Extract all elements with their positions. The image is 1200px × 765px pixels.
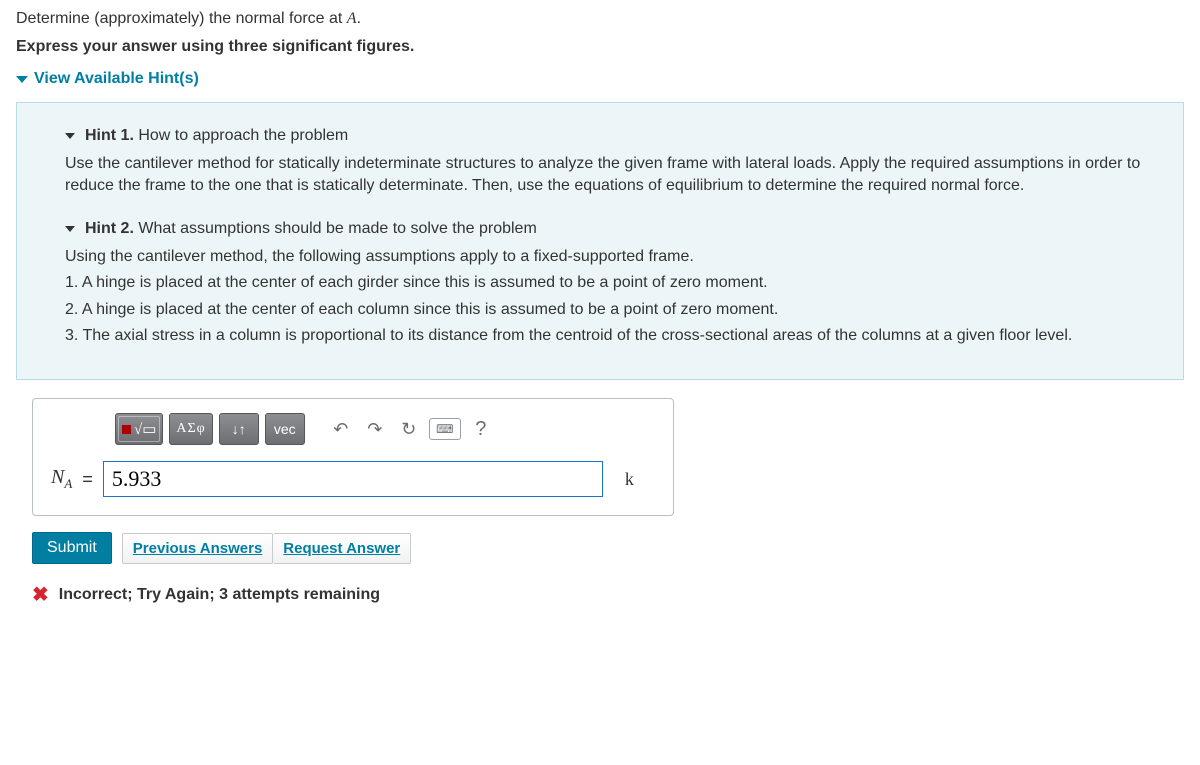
hints-toggle-label: View Available Hint(s)	[34, 70, 199, 88]
hints-toggle[interactable]: View Available Hint(s)	[16, 70, 1184, 88]
hint-2-header[interactable]: Hint 2. What assumptions should be made …	[65, 220, 1153, 238]
answer-unit: k	[625, 469, 634, 490]
prompt-line-1: Determine (approximately) the normal for…	[16, 10, 1184, 28]
answer-variable-label: NA	[51, 466, 72, 492]
answer-box: √▭ ΑΣφ ↓↑ vec ↶ ↷ ↻ ⌨ ? NA =	[32, 398, 674, 516]
submit-button[interactable]: Submit	[32, 532, 112, 564]
reset-button[interactable]: ↻	[395, 417, 423, 441]
equation-toolbar: √▭ ΑΣφ ↓↑ vec ↶ ↷ ↻ ⌨ ?	[33, 413, 673, 461]
stop-icon	[122, 425, 131, 434]
vector-button[interactable]: vec	[265, 413, 305, 445]
hint-2-title: What assumptions should be made to solve…	[138, 220, 536, 237]
equals-sign: =	[82, 469, 93, 490]
undo-icon: ↶	[333, 419, 348, 440]
hint-2-line-3: 3. The axial stress in a column is propo…	[65, 325, 1153, 347]
feedback-text: Incorrect; Try Again; 3 attempts remaini…	[59, 586, 380, 604]
keyboard-icon: ⌨	[436, 422, 453, 436]
keyboard-button[interactable]: ⌨	[429, 418, 461, 440]
hint-1-label: Hint 1.	[85, 127, 134, 144]
hint-1-title: How to approach the problem	[138, 127, 348, 144]
request-answer-button[interactable]: Request Answer	[273, 533, 411, 564]
hint-1-header[interactable]: Hint 1. How to approach the problem	[65, 127, 1153, 145]
templates-button[interactable]: √▭	[115, 413, 163, 445]
help-icon: ?	[475, 418, 486, 441]
actions-row: Submit Previous Answers Request Answer	[32, 532, 1184, 564]
caret-down-icon	[65, 226, 75, 232]
caret-down-icon	[16, 76, 28, 83]
answer-input[interactable]	[103, 461, 603, 497]
hint-1-text: Use the cantilever method for statically…	[65, 153, 1153, 198]
greek-label: ΑΣφ	[176, 421, 205, 437]
hint-1: Hint 1. How to approach the problem Use …	[65, 127, 1153, 198]
hint-2-line-1: 1. A hinge is placed at the center of ea…	[65, 272, 1153, 294]
hint-2-line-2: 2. A hinge is placed at the center of ea…	[65, 299, 1153, 321]
undo-button[interactable]: ↶	[327, 417, 355, 441]
help-button[interactable]: ?	[467, 417, 495, 441]
vec-label: vec	[274, 421, 296, 437]
prompt-text-post: .	[357, 10, 361, 27]
previous-answers-button[interactable]: Previous Answers	[122, 533, 274, 564]
hints-panel: Hint 1. How to approach the problem Use …	[16, 102, 1184, 380]
prompt-text-pre: Determine (approximately) the normal for…	[16, 10, 347, 27]
arrows-label: ↓↑	[232, 421, 246, 437]
sqrt-icon: √▭	[134, 420, 156, 439]
prompt-variable: A	[347, 10, 357, 27]
reset-icon: ↻	[401, 419, 416, 440]
hint-2-line-0: Using the cantilever method, the followi…	[65, 246, 1153, 268]
prompt-line-2: Express your answer using three signific…	[16, 38, 1184, 56]
answer-symbol: N	[51, 466, 64, 488]
greek-symbols-button[interactable]: ΑΣφ	[169, 413, 212, 445]
incorrect-icon: ✖	[32, 582, 49, 607]
hint-2-body: Using the cantilever method, the followi…	[65, 246, 1153, 348]
hint-2-label: Hint 2.	[85, 220, 134, 237]
caret-down-icon	[65, 133, 75, 139]
redo-icon: ↷	[367, 419, 382, 440]
feedback-row: ✖ Incorrect; Try Again; 3 attempts remai…	[32, 582, 1184, 607]
answer-subscript: A	[64, 476, 72, 491]
hint-1-body: Use the cantilever method for statically…	[65, 153, 1153, 198]
hint-2: Hint 2. What assumptions should be made …	[65, 220, 1153, 348]
subscript-superscript-button[interactable]: ↓↑	[219, 413, 259, 445]
answer-row: NA = k	[33, 461, 673, 497]
redo-button[interactable]: ↷	[361, 417, 389, 441]
